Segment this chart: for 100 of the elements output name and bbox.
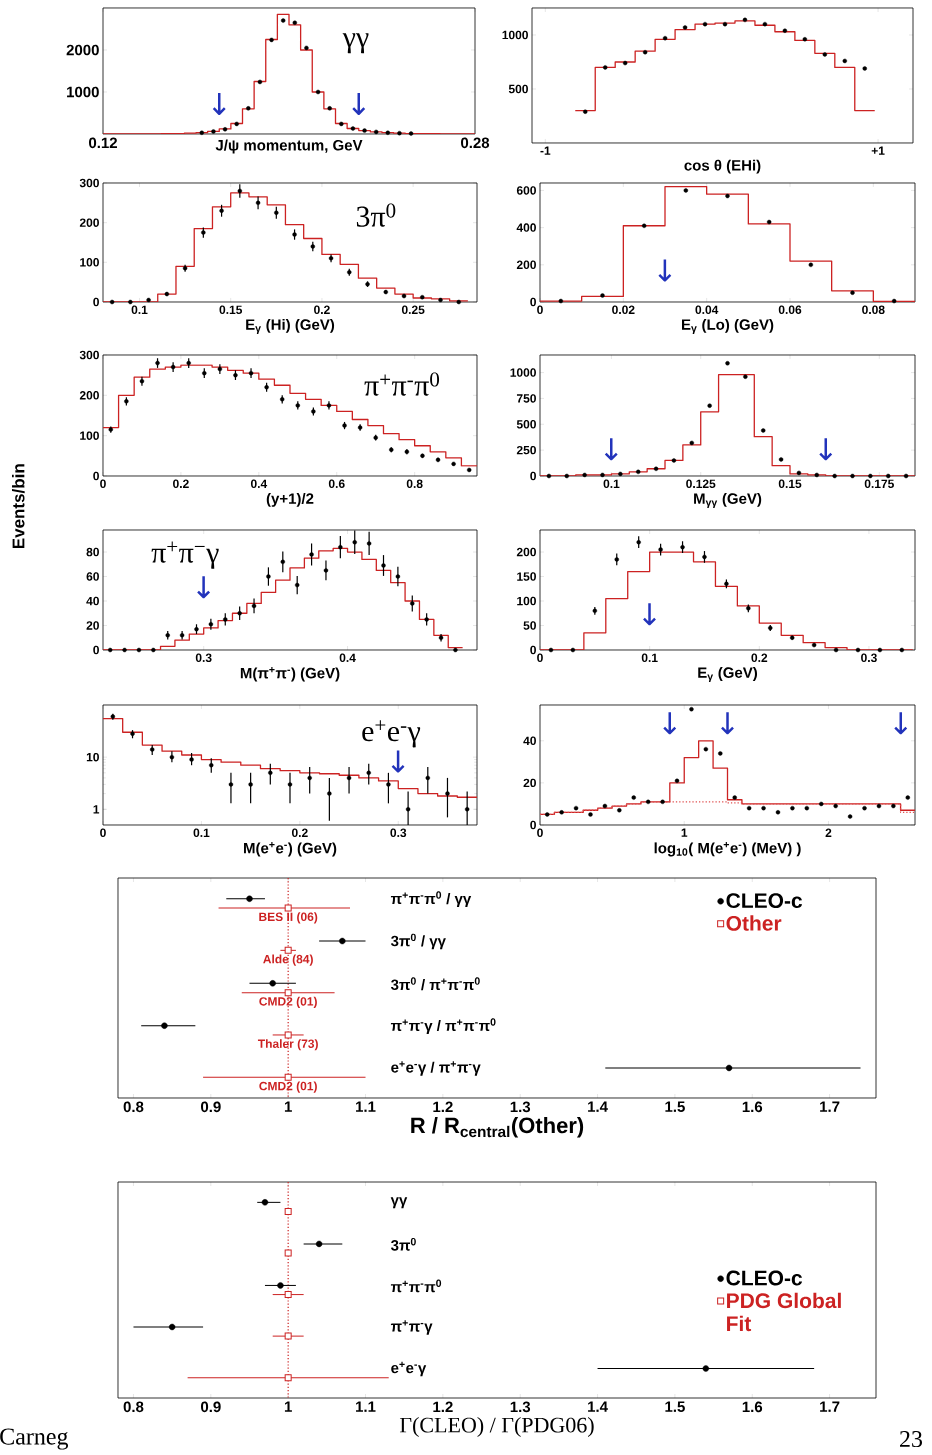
y-tick-label: 1000	[510, 368, 536, 377]
x-tick-label: 1.1	[356, 1101, 376, 1112]
x-tick-label: 0.125	[686, 479, 716, 489]
x-tick-label: 2	[825, 828, 832, 837]
x-axis-title: cos θ (EHi)	[684, 159, 761, 174]
point	[445, 791, 450, 796]
point	[189, 757, 194, 762]
point	[208, 622, 214, 627]
point	[386, 782, 391, 787]
point	[682, 25, 688, 30]
point	[223, 617, 228, 622]
x-tick-label: 0	[537, 653, 543, 663]
legend-label: PDG Global Fit	[727, 1292, 841, 1332]
point	[862, 66, 867, 71]
y-tick-label: 1	[93, 805, 100, 814]
text: Carneg	[0, 1428, 69, 1450]
y-tick-label: 750	[516, 394, 536, 403]
point	[683, 188, 689, 193]
x-tick-label: 1.4	[588, 1101, 608, 1112]
point	[287, 782, 293, 787]
point	[397, 130, 402, 136]
y-tick-label: π$^{+}$π$^{-}$π$^{0}$	[390, 1279, 442, 1293]
y-tick-label: 60	[86, 572, 99, 581]
annotation: ↓	[819, 438, 833, 461]
y-tick-label: 400	[516, 223, 536, 232]
point	[201, 230, 206, 235]
point	[641, 223, 647, 228]
x-tick-label: 0.28	[461, 137, 490, 149]
point	[257, 79, 263, 85]
point	[295, 582, 300, 588]
point	[903, 473, 909, 479]
point	[642, 50, 648, 55]
point	[381, 563, 386, 568]
point	[237, 611, 242, 616]
point	[292, 20, 298, 25]
y-tick-label: 200	[516, 547, 536, 557]
point	[274, 210, 279, 215]
annotation: ↓	[197, 576, 211, 599]
x-tick-label: 0.8	[123, 1401, 144, 1413]
annotation: BES II (06)	[259, 912, 318, 924]
y-tick-label: 100	[517, 596, 536, 606]
y-tick-label: 500	[508, 84, 528, 94]
point	[600, 293, 605, 298]
annotation: ↓	[721, 712, 734, 735]
x-tick-label: 0.08	[862, 305, 885, 315]
y-axis-title: Events/bin	[12, 464, 25, 549]
point	[255, 200, 261, 206]
y-tick-label: e$^{+}$e$^{-}$γ	[391, 1361, 427, 1377]
x-tick-label: 0.3	[861, 653, 877, 663]
x-tick-label: 1	[284, 1101, 292, 1112]
y-tick-label: 300	[79, 178, 99, 188]
point	[617, 808, 622, 813]
point	[558, 298, 564, 304]
x-tick-label: 0.3	[390, 828, 407, 838]
point	[702, 554, 707, 560]
x-tick-label: 1.7	[820, 1101, 840, 1112]
x-tick-label: 0.1	[193, 828, 210, 838]
x-tick-label: 0.2	[291, 828, 308, 838]
x-tick-label: 0	[537, 828, 543, 838]
point	[850, 473, 855, 479]
point	[546, 473, 552, 479]
category-label: e$^{+}$e$^{-}$γ / π$^{+}$π$^{-}$γ	[391, 1061, 481, 1076]
x-axis-title: Γ(CLEO) / Γ(PDG06)	[399, 1417, 594, 1437]
x-tick-label: 0.8	[123, 1101, 144, 1113]
annotation: ↓	[604, 438, 618, 461]
x-axis-title: E$_{γ}$ (Hi) (GeV)	[246, 318, 335, 335]
point	[905, 795, 910, 800]
x-tick-label: 1.1	[356, 1401, 376, 1412]
point	[573, 805, 579, 811]
point	[199, 130, 205, 135]
point	[658, 547, 663, 552]
x-tick-label: 0.175	[864, 479, 894, 489]
point	[266, 574, 271, 579]
point	[327, 106, 332, 111]
y-tick-label: 10	[86, 752, 99, 762]
point	[228, 782, 234, 787]
x-axis-title: M(π$^{+}$π$^{-}$) (GeV)	[240, 666, 340, 682]
x-tick-label: 0	[100, 479, 106, 489]
point	[808, 262, 814, 267]
point	[742, 17, 748, 23]
point	[847, 814, 853, 819]
annotation: CMD2 (01)	[259, 996, 317, 1009]
point	[703, 747, 709, 752]
point	[315, 89, 321, 95]
y-tick-label: 0	[530, 471, 536, 481]
text: 23	[900, 1430, 922, 1448]
x-tick-label: 0.1	[131, 305, 148, 315]
point	[886, 473, 891, 479]
point	[822, 52, 828, 57]
point	[405, 807, 411, 812]
x-tick-label: 0.3	[195, 653, 212, 663]
point	[327, 791, 332, 796]
annotation: ↓	[212, 92, 226, 115]
y-tick-label: 250	[516, 445, 536, 455]
y-tick-label: 0	[530, 645, 536, 655]
point	[323, 568, 329, 573]
y-tick-label: γγ	[390, 1197, 408, 1209]
point	[582, 472, 587, 478]
point	[338, 544, 343, 550]
x-tick-label: 0.02	[612, 305, 635, 315]
